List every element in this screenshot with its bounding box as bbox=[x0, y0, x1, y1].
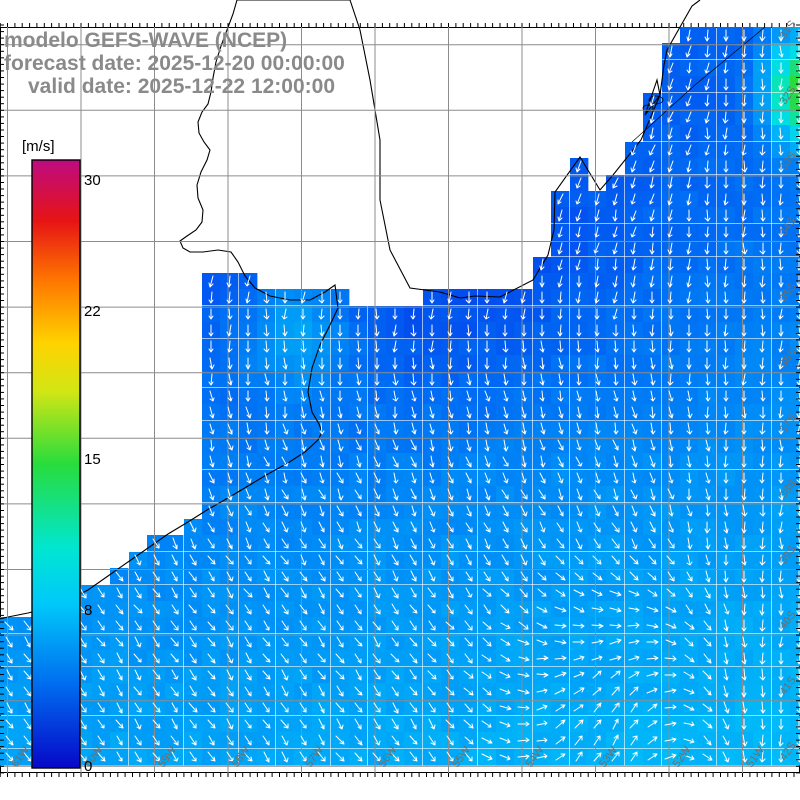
svg-text:0: 0 bbox=[84, 758, 92, 775]
svg-text:15: 15 bbox=[84, 451, 101, 468]
svg-text:8: 8 bbox=[84, 602, 92, 619]
svg-text:[m/s]: [m/s] bbox=[22, 138, 55, 155]
svg-text:22: 22 bbox=[84, 303, 101, 320]
svg-text:30: 30 bbox=[84, 172, 101, 189]
